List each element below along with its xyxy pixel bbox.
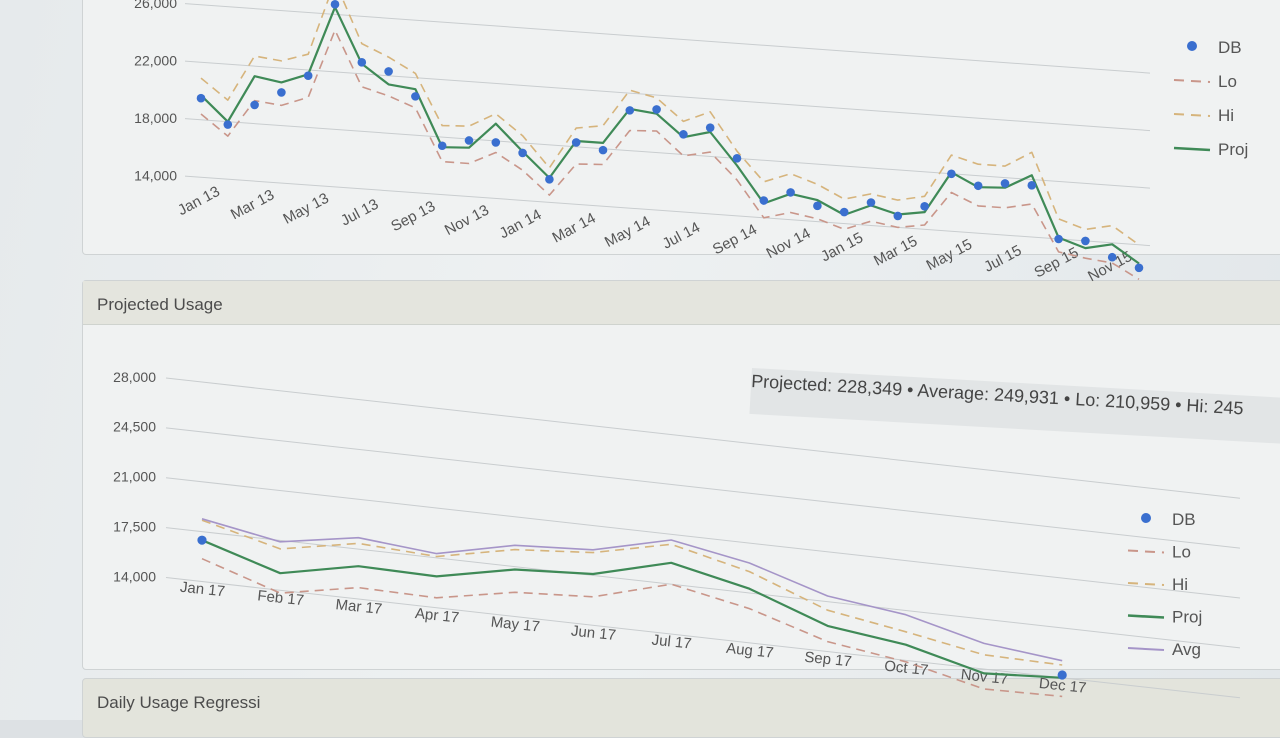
- x-tick-label: Jan 13: [175, 183, 223, 219]
- series-line-proj: [200, 6, 1140, 265]
- db-point: [947, 169, 956, 179]
- x-tick-label: Jan 15: [818, 229, 866, 265]
- db-point: [786, 188, 795, 197]
- legend-marker-db: [1187, 41, 1197, 51]
- y-tick-label: 26,000: [134, 0, 177, 11]
- legend-marker-proj: [1173, 146, 1211, 152]
- projected-usage-panel: Projected Usage: [82, 280, 1280, 670]
- panel-title: Daily Usage Regressi: [97, 693, 261, 712]
- gridline: [184, 118, 1151, 189]
- x-tick-label: Jul 14: [660, 219, 703, 253]
- y-tick-label: 22,000: [134, 53, 177, 69]
- x-tick-label: Mar 13: [228, 186, 277, 223]
- db-point: [357, 58, 367, 67]
- db-point: [732, 154, 742, 163]
- x-tick-label: Mar 14: [549, 210, 598, 247]
- db-point: [1054, 234, 1063, 244]
- db-point: [250, 100, 259, 110]
- db-point: [893, 211, 903, 221]
- series-line-hi: [200, 0, 1140, 246]
- db-point: [1134, 263, 1144, 273]
- db-point: [1000, 179, 1010, 188]
- db-point: [303, 71, 313, 81]
- x-tick-label: Sep 14: [710, 221, 760, 258]
- db-point: [277, 88, 286, 97]
- db-point: [598, 145, 608, 155]
- daily-usage-panel: Daily Usage Regressi: [82, 678, 1280, 738]
- legend-marker-hi: [1173, 113, 1211, 117]
- db-point: [571, 138, 581, 147]
- db-point: [384, 67, 393, 76]
- legend-label: Lo: [1218, 72, 1237, 91]
- legend-label: Hi: [1218, 106, 1234, 125]
- gridline: [184, 3, 1151, 74]
- x-tick-label: Nov 13: [442, 202, 492, 239]
- x-tick-label: Jan 14: [497, 206, 545, 242]
- x-tick-label: Mar 15: [871, 233, 920, 270]
- db-point: [705, 123, 715, 132]
- y-tick-label: 18,000: [134, 110, 177, 126]
- x-tick-label: May 15: [924, 236, 975, 274]
- db-point: [411, 92, 420, 101]
- db-point: [973, 181, 983, 191]
- top-chart-panel: [82, 0, 1280, 255]
- x-tick-label: May 13: [280, 190, 331, 228]
- db-point: [1081, 236, 1090, 246]
- db-point: [679, 130, 688, 139]
- db-point: [196, 93, 206, 103]
- legend-label: DB: [1218, 38, 1242, 57]
- x-tick-label: Nov 14: [764, 225, 814, 262]
- x-tick-label: Jul 15: [981, 242, 1024, 276]
- x-tick-label: May 14: [602, 213, 653, 251]
- db-point: [759, 196, 769, 205]
- x-tick-label: Sep 13: [388, 198, 438, 235]
- db-point: [813, 201, 822, 211]
- db-point: [839, 207, 849, 217]
- db-point: [652, 105, 661, 114]
- x-tick-label: Jul 13: [338, 196, 381, 230]
- db-point: [491, 138, 501, 147]
- db-point: [437, 141, 447, 151]
- db-point: [920, 202, 929, 211]
- y-tick-label: 14,000: [134, 168, 177, 184]
- legend-label: Proj: [1218, 140, 1248, 159]
- series-line-lo: [200, 29, 1140, 280]
- panel-title: Projected Usage: [83, 281, 1280, 325]
- gridline: [184, 60, 1151, 132]
- db-point: [545, 175, 554, 184]
- db-point: [1107, 252, 1117, 262]
- db-point: [1027, 181, 1037, 190]
- legend-marker-lo: [1173, 79, 1211, 83]
- db-point: [464, 136, 474, 145]
- gridline: [184, 175, 1151, 247]
- db-point: [223, 120, 233, 129]
- db-point: [866, 198, 876, 207]
- db-point: [330, 0, 340, 9]
- db-point: [625, 106, 635, 115]
- db-point: [518, 148, 527, 158]
